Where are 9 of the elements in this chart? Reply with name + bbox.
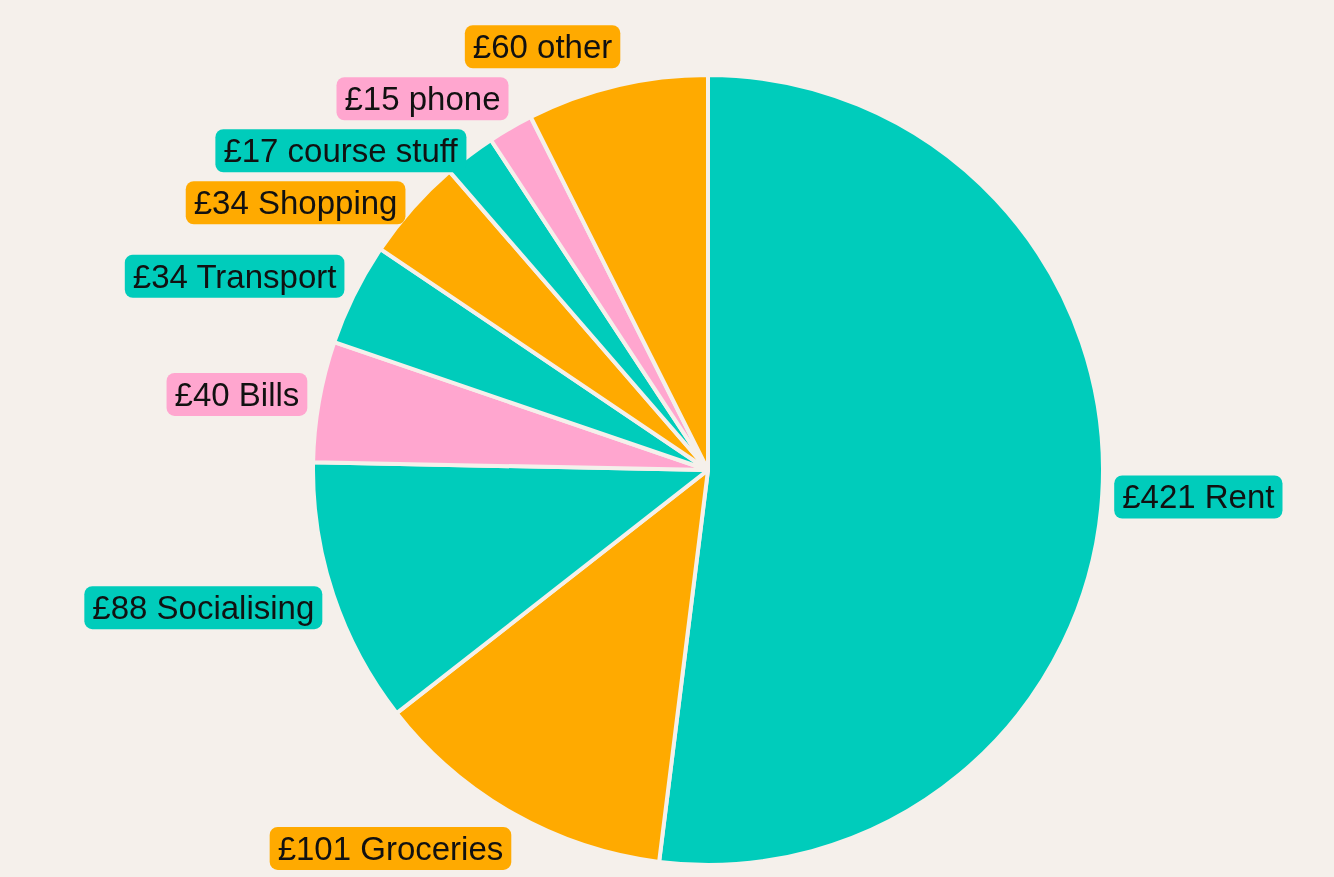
slice-label: £34 Transport (132, 257, 337, 295)
slice-label: £421 Rent (1122, 478, 1275, 516)
slice-label: £60 other (472, 28, 613, 66)
slice-label: £101 Groceries (277, 829, 504, 867)
slice-label: £88 Socialising (92, 589, 315, 627)
slice-label: £15 phone (344, 80, 501, 118)
slice-label: £34 Shopping (193, 184, 398, 222)
slice-label: £40 Bills (174, 375, 300, 413)
slice-label: £17 course stuff (223, 132, 459, 170)
